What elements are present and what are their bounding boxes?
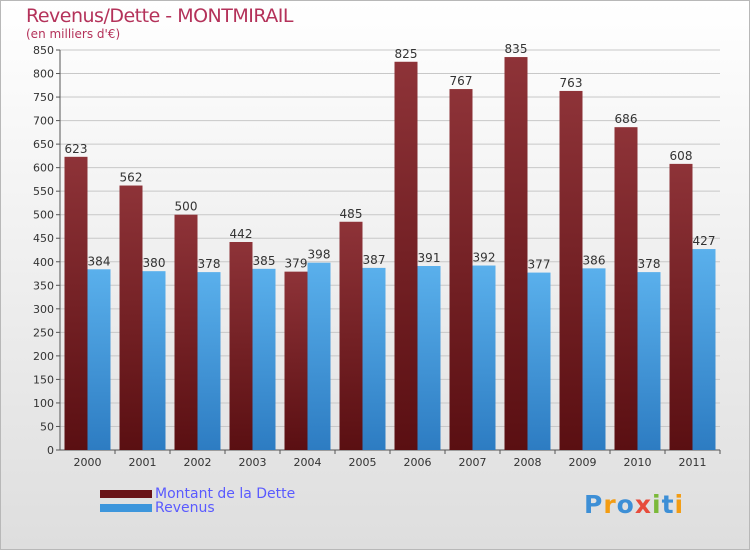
y-tick-label: 700 [33,115,54,128]
data-label: 398 [308,248,331,262]
chart-title: Revenus/Dette - MONTMIRAIL [26,5,293,27]
data-label: 442 [230,227,253,241]
debt-bar [174,214,198,450]
logo-letter: i [674,490,685,519]
revenue-bar [527,272,551,450]
revenue-bar [362,267,386,450]
x-tick-label: 2007 [459,456,487,469]
y-tick-label: 250 [33,326,54,339]
data-label: 623 [65,142,88,156]
debt-bar [284,271,308,450]
debt-bar [504,57,528,450]
y-tick-label: 150 [33,373,54,386]
logo-letter: t [661,490,675,519]
legend-debt: Montant de la Dette [100,486,296,502]
logo-letter: r [603,490,617,519]
debt-bar [614,127,638,451]
legend-revenue-swatch [100,504,152,512]
revenue-bar [252,268,276,450]
y-tick-label: 800 [33,68,54,81]
data-label: 387 [363,253,386,267]
data-label: 377 [528,258,551,272]
revenue-bar [307,262,331,450]
x-tick-label: 2001 [129,456,157,469]
chart-subtitle: (en milliers d'€) [26,27,121,41]
revenue-bar [142,271,166,450]
logo-letter: P [584,490,604,519]
y-tick-label: 350 [33,279,54,292]
revenue-bar [582,268,606,450]
data-label: 379 [285,257,308,271]
data-label: 378 [198,257,221,271]
data-label: 392 [473,251,496,265]
y-tick-label: 400 [33,256,54,269]
data-label: 825 [395,47,418,61]
debt-bar [394,61,418,450]
x-tick-label: 2002 [184,456,212,469]
revenue-bar [87,269,111,450]
x-tick-label: 2008 [514,456,542,469]
y-tick-label: 850 [33,44,54,57]
y-tick-label: 50 [40,420,54,433]
y-tick-label: 0 [47,444,54,457]
debt-bar [339,221,363,450]
x-tick-label: 2000 [74,456,102,469]
data-label: 686 [615,112,638,126]
data-label: 763 [560,76,583,90]
data-label: 767 [450,74,473,88]
logo-letter: o [616,490,635,519]
logo-letter: i [652,490,662,519]
revenue-bar [692,249,716,450]
data-label: 485 [340,207,363,221]
y-tick-label: 300 [33,303,54,316]
debt-bar [449,89,473,450]
y-tick-label: 550 [33,185,54,198]
proxiti-logo: Proxiti [584,490,684,519]
y-tick-label: 200 [33,350,54,363]
y-tick-label: 100 [33,397,54,410]
x-tick-label: 2003 [239,456,267,469]
debt-bar [64,156,88,450]
x-tick-label: 2004 [294,456,322,469]
x-tick-label: 2009 [569,456,597,469]
y-tick-label: 750 [33,91,54,104]
data-label: 500 [175,200,198,214]
data-label: 608 [670,149,693,163]
legend-revenue-label: Revenus [155,500,215,516]
revenue-bar [417,266,441,450]
revenue-bar [637,272,661,450]
y-tick-label: 450 [33,232,54,245]
data-label: 386 [583,253,606,267]
logo-letter: x [634,490,652,519]
y-tick-label: 600 [33,162,54,175]
debt-bar [669,163,693,450]
y-tick-label: 650 [33,138,54,151]
data-label: 391 [418,251,441,265]
data-label: 378 [638,257,661,271]
revenue-bar [197,272,221,450]
data-label: 384 [88,254,111,268]
debt-bar [559,90,583,451]
debt-bar [229,242,253,450]
x-tick-label: 2010 [624,456,652,469]
data-label: 385 [253,254,276,268]
y-tick-label: 500 [33,209,54,222]
data-label: 380 [143,256,166,270]
debt-bar [119,185,143,450]
data-label: 562 [120,171,143,185]
x-tick-label: 2006 [404,456,432,469]
data-label: 835 [505,42,528,56]
x-tick-label: 2005 [349,456,377,469]
legend-debt-label: Montant de la Dette [155,486,296,502]
revenue-bar [472,265,496,450]
x-tick-label: 2011 [679,456,707,469]
legend-revenue: Revenus [100,500,215,516]
data-label: 427 [693,234,716,248]
legend-debt-swatch [100,490,152,498]
